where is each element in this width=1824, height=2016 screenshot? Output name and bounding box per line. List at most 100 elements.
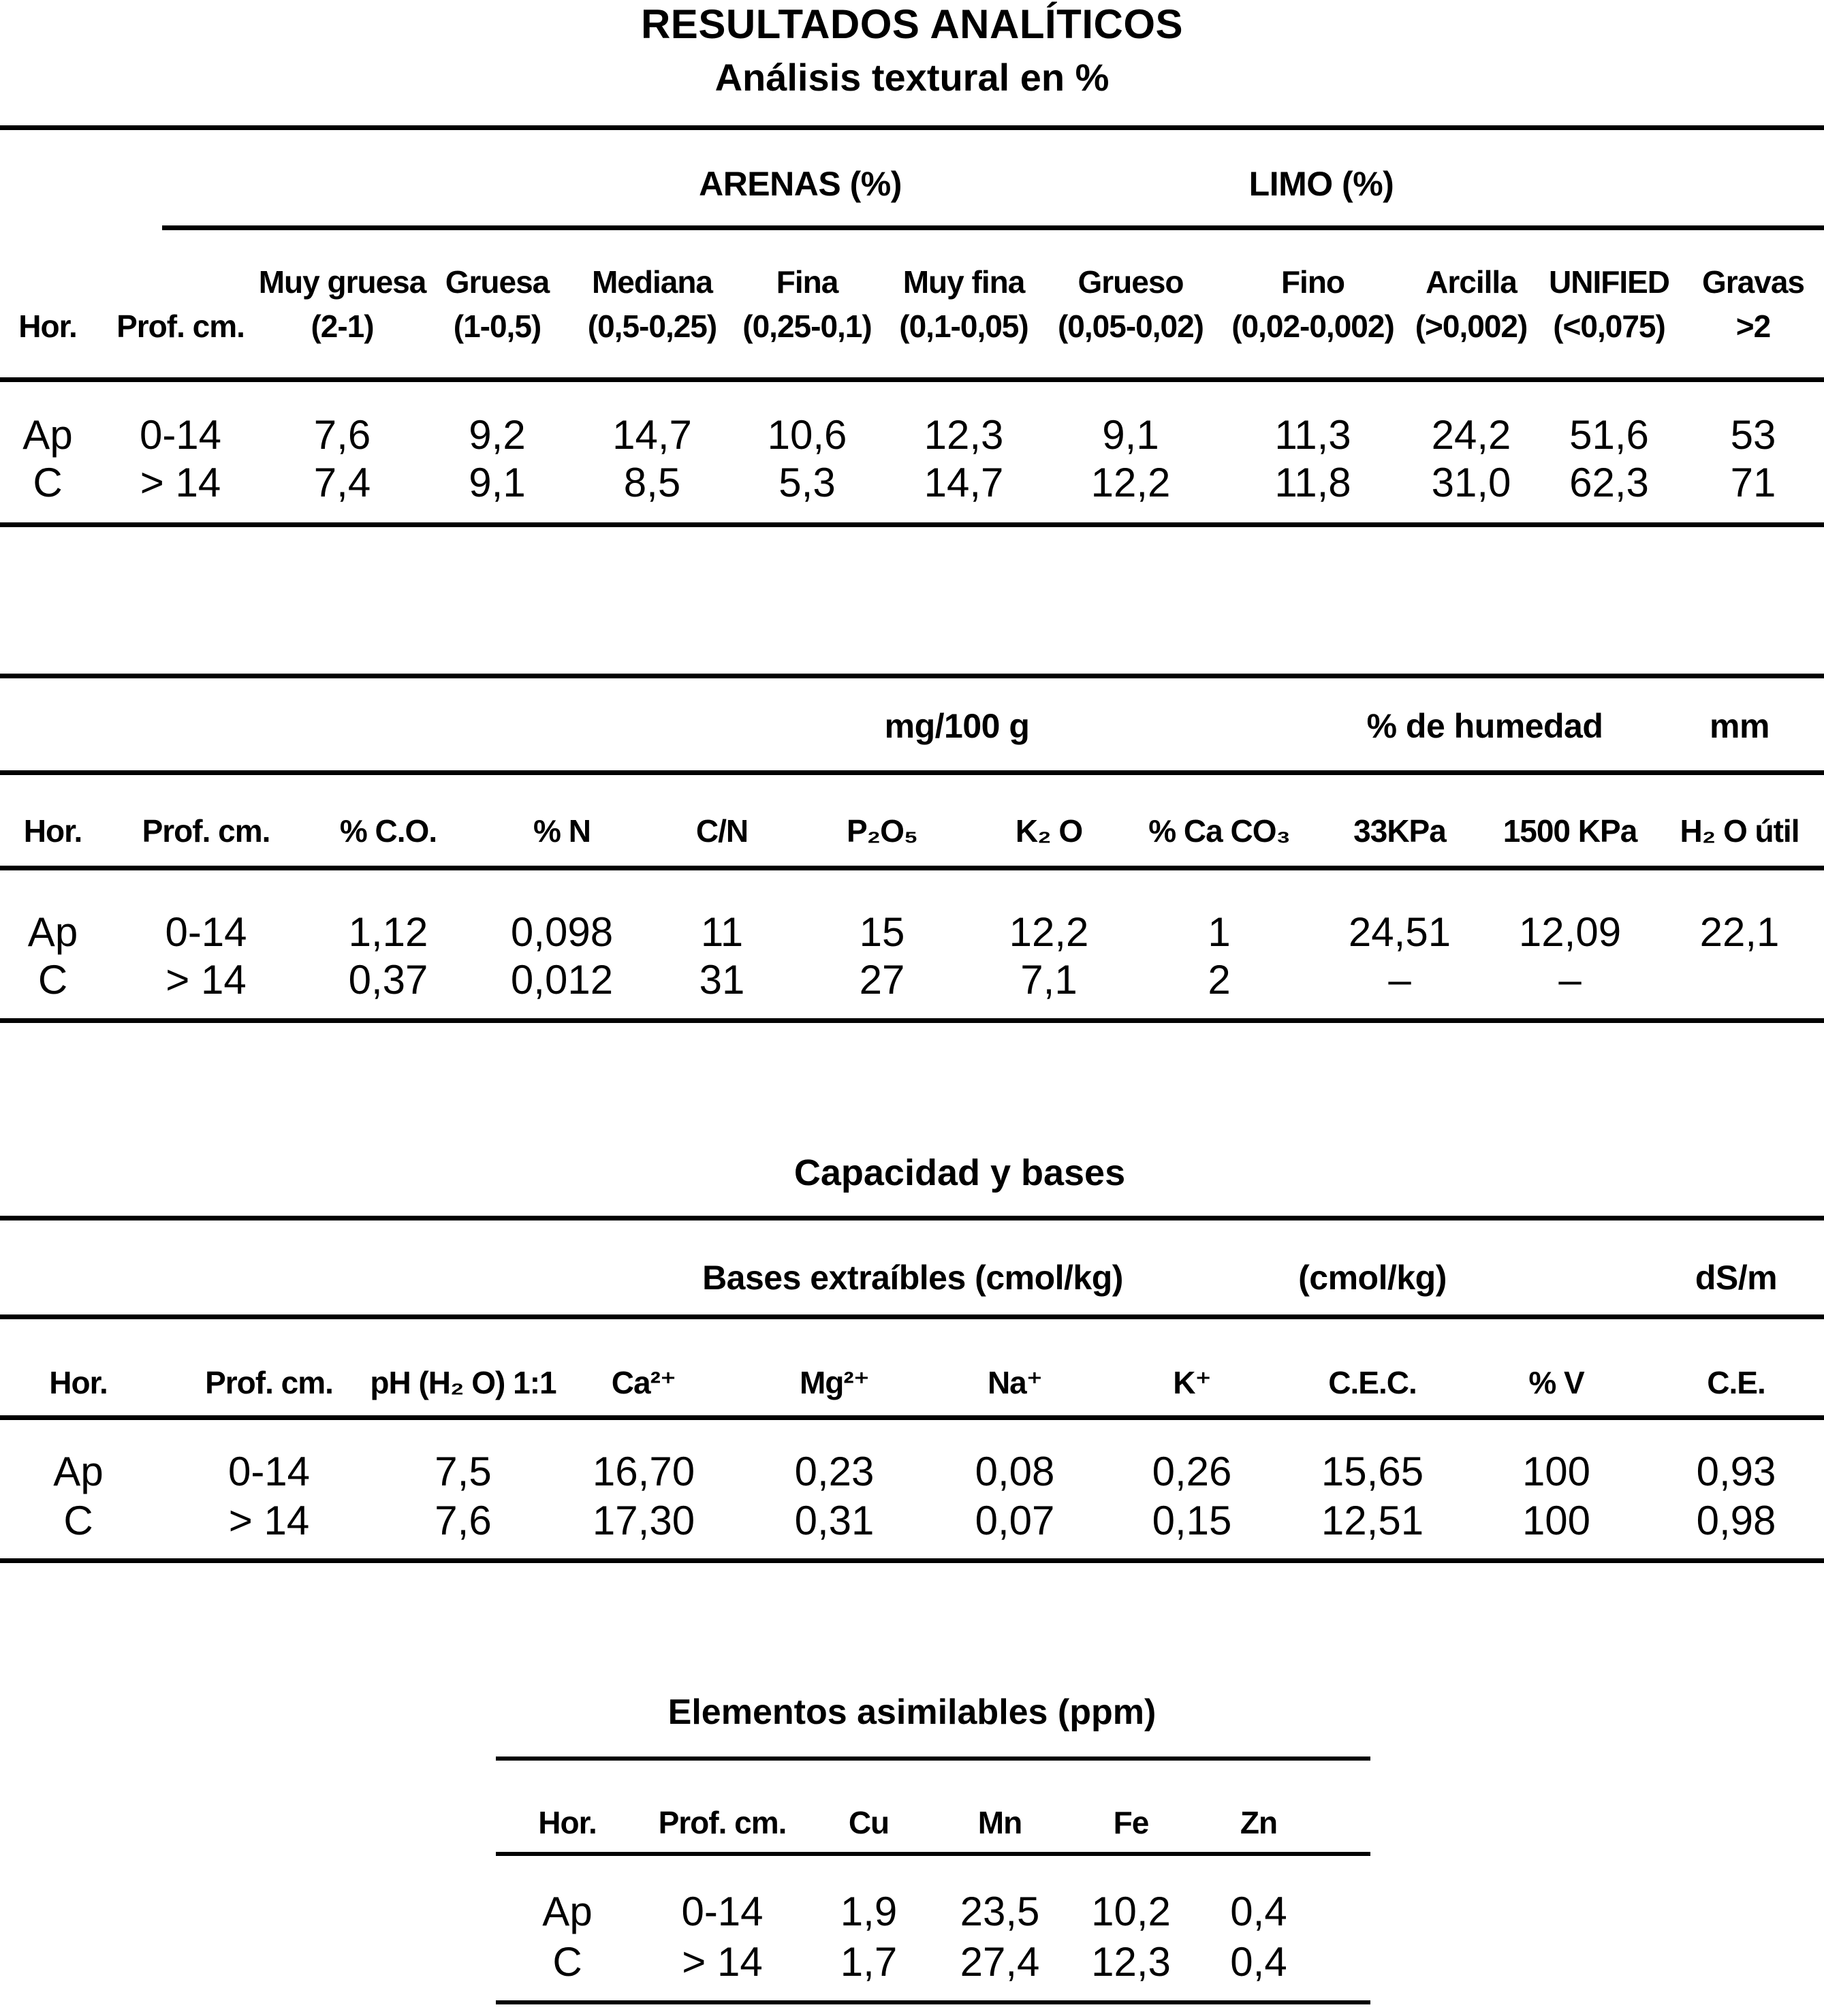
column-header: >2: [1735, 309, 1771, 344]
table-cell: C: [37, 957, 68, 1003]
table-cell: 9,1: [469, 460, 526, 505]
column-header: Gravas: [1701, 264, 1805, 300]
table-cell: 12,51: [1321, 1498, 1424, 1543]
column-header: [95, 261, 266, 303]
divider-rule: [0, 1415, 1824, 1420]
table-cell: 9,1: [1102, 412, 1159, 458]
table-cell: C: [63, 1498, 93, 1543]
capacidad-group-row: Bases extraíbles (cmol/kg) (cmol/kg) dS/…: [0, 1252, 1824, 1304]
column-header: Muy fina: [902, 264, 1026, 300]
table-cell: 71: [1730, 460, 1776, 505]
table-row: C > 14 7,4 9,1 8,5 5,3 14,7 12,2 11,8 31…: [0, 459, 1824, 505]
divider-rule: [0, 522, 1824, 527]
table-cell: 10,6: [767, 412, 847, 458]
table-cell: 27: [859, 957, 905, 1003]
table-cell: 17,30: [592, 1498, 695, 1543]
table-cell: 15: [859, 909, 905, 955]
table-cell: 10,2: [1091, 1889, 1171, 1934]
table-cell: 31,0: [1431, 460, 1511, 505]
table-cell: 14,7: [612, 412, 692, 458]
divider-rule: [0, 125, 1824, 130]
divider-rule: [0, 1018, 1824, 1023]
column-header: Hor.: [49, 1365, 108, 1400]
table-cell: 51,6: [1569, 412, 1649, 458]
table-row: Ap 0-14 7,5 16,70 0,23 0,08 0,26 15,65 1…: [0, 1448, 1824, 1494]
spacer: [1464, 1252, 1648, 1304]
column-header: Prof. cm.: [205, 1365, 334, 1400]
table-cell: 0,15: [1152, 1498, 1232, 1543]
divider-rule: [496, 1757, 1370, 1761]
table-cell: 12,2: [1009, 909, 1089, 955]
table-cell: 23,5: [960, 1889, 1040, 1934]
group-header-bases-extraibles: Bases extraíbles (cmol/kg): [702, 1259, 1123, 1297]
table-cell: 27,4: [960, 1939, 1040, 1985]
spacer: [0, 700, 790, 752]
page-subtitle-text: Análisis textural en %: [714, 55, 1110, 99]
table-cell: 0,31: [794, 1498, 875, 1543]
table-cell: 0,98: [1696, 1498, 1776, 1543]
column-header: 33KPa: [1353, 813, 1447, 849]
table-cell: C: [33, 460, 63, 505]
column-header: (0,02-0,002): [1231, 309, 1395, 344]
divider-rule: [0, 674, 1824, 678]
table-cell: 1,7: [840, 1939, 898, 1985]
divider-rule: [496, 2000, 1370, 2004]
table-cell: Ap: [27, 909, 78, 955]
group-header-mg100g: mg/100 g: [884, 707, 1030, 745]
column-header: C.E.C.: [1328, 1365, 1417, 1400]
table-cell: 31: [699, 957, 745, 1003]
table-row: Ap 0-14 1,9 23,5 10,2 0,4: [496, 1888, 1323, 1934]
column-header: (0,05-0,02): [1057, 309, 1204, 344]
column-header: (1-0,5): [453, 309, 541, 344]
divider-rule: [0, 770, 1824, 775]
column-header: (0,25-0,1): [742, 309, 872, 344]
spacer: [0, 158, 409, 210]
column-header: UNIFIED: [1549, 264, 1670, 300]
column-header: Fina: [776, 264, 839, 300]
column-header: Prof. cm.: [116, 309, 245, 344]
table-cell: 11: [700, 909, 744, 955]
table-cell: –: [1388, 957, 1411, 1003]
column-header: Mediana: [591, 264, 713, 300]
table-cell: 1,9: [840, 1889, 898, 1934]
table-row: C > 14 1,7 27,4 12,3 0,4: [496, 1938, 1323, 1985]
table-cell: Ap: [53, 1449, 104, 1494]
table-cell: 11,3: [1274, 412, 1351, 458]
column-header: Gruesa: [445, 264, 550, 300]
spacer: [1424, 158, 1824, 210]
table-cell: C: [552, 1939, 582, 1985]
table-cell: 12,3: [1091, 1939, 1171, 1985]
table-cell: 22,1: [1699, 909, 1780, 955]
elementos-header-row: Hor. Prof. cm. Cu Mn Fe Zn: [496, 1797, 1323, 1848]
table-cell: 7,6: [435, 1498, 492, 1543]
group-header-cmolkg: (cmol/kg): [1298, 1259, 1447, 1297]
table-cell: 16,70: [592, 1449, 695, 1494]
divider-rule: [496, 1852, 1370, 1856]
table-cell: > 14: [140, 460, 221, 505]
spacer: [0, 1252, 545, 1304]
column-header: Fe: [1113, 1805, 1150, 1840]
table-cell: 12,2: [1090, 460, 1171, 505]
column-header: pH (H₂ O) 1:1: [370, 1365, 556, 1400]
column-header: Prof. cm.: [658, 1805, 787, 1840]
group-header-mm: mm: [1710, 707, 1770, 745]
column-header: (2-1): [311, 309, 374, 344]
column-header: Hor.: [538, 1805, 597, 1840]
table-cell: 53: [1730, 412, 1776, 458]
column-header: C/N: [695, 813, 749, 849]
column-header: Muy gruesa: [258, 264, 427, 300]
table-cell: 12,3: [924, 412, 1004, 458]
column-header: (<0,075): [1553, 309, 1666, 344]
column-header: [0, 261, 95, 303]
spacer: [1124, 700, 1315, 752]
quimica-group-row: mg/100 g % de humedad mm: [0, 700, 1824, 752]
table-cell: 0,098: [510, 909, 614, 955]
table-row: Ap 0-14 1,12 0,098 11 15 12,2 1 24,51 12…: [0, 909, 1824, 955]
page-title-text: RESULTADOS ANALÍTICOS: [640, 1, 1184, 47]
table-cell: 0,07: [975, 1498, 1055, 1543]
group-header-limo: LIMO (%): [1248, 165, 1394, 203]
column-header: % Ca CO₃: [1148, 813, 1291, 849]
column-header: Zn: [1240, 1805, 1278, 1840]
table-cell: > 14: [166, 957, 247, 1003]
column-header: H₂ O útil: [1680, 813, 1800, 849]
